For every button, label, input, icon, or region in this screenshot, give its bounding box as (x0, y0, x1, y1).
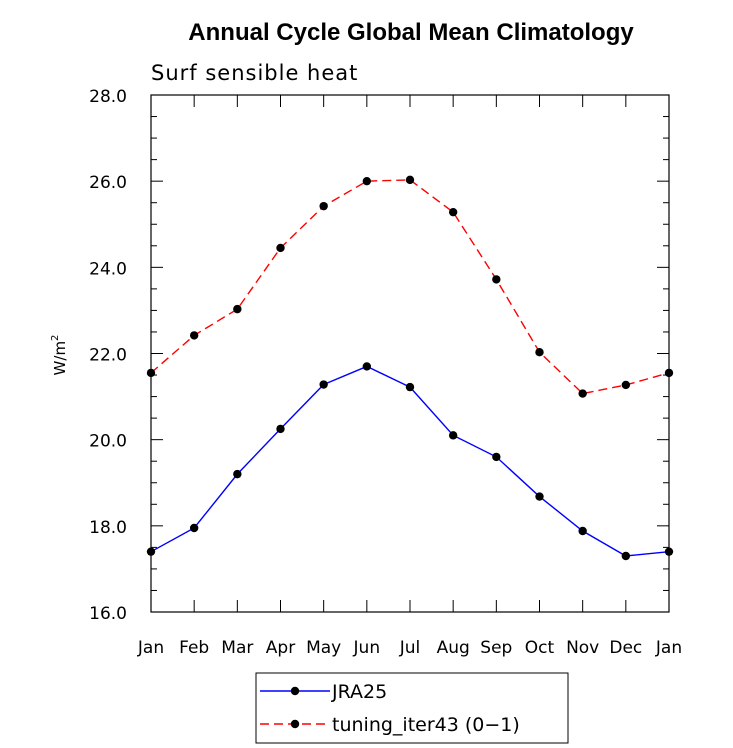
legend-label: tuning_iter43 (0−1) (332, 714, 520, 736)
data-point (319, 380, 328, 389)
data-point (405, 382, 415, 392)
data-point (146, 547, 156, 556)
data-point (276, 424, 285, 434)
y-tick-label: 20.0 (89, 432, 127, 452)
y-tick-label: 16.0 (89, 604, 127, 624)
data-point (405, 175, 415, 185)
x-tick-label: Jun (353, 638, 381, 658)
series-0 (146, 362, 674, 561)
plot-border (150, 94, 670, 613)
x-axis: Jan Feb Mar Apr May Jun Jul Aug Sep Oct Nov Dec Jan (137, 95, 682, 658)
x-tick-label: Sep (480, 638, 512, 658)
data-point (448, 431, 458, 440)
data-point (492, 275, 501, 284)
legend-marker (290, 686, 300, 696)
data-point (233, 304, 242, 314)
series-layer (146, 175, 674, 561)
x-tick-label: Jan (655, 638, 682, 658)
data-point (578, 389, 587, 398)
y-axis: 16.0 18.0 20.0 22.0 24.0 26.0 28.0 (89, 87, 669, 624)
legend-label: JRA25 (331, 681, 387, 703)
y-tick-label: 28.0 (89, 87, 127, 107)
plot-frame (150, 94, 670, 613)
x-tick-label: Apr (266, 638, 295, 658)
data-point (362, 176, 372, 186)
y-tick-label: 24.0 (89, 259, 127, 279)
data-point (233, 469, 242, 479)
x-tick-label: Jan (137, 638, 164, 658)
data-point (621, 551, 631, 561)
series-line (150, 365, 670, 557)
chart-subtitle: Surf sensible heat (151, 61, 358, 85)
x-tick-label: Feb (179, 638, 209, 658)
data-point (189, 523, 199, 533)
data-point (146, 368, 156, 378)
data-point (664, 547, 674, 556)
y-tick-label: 18.0 (89, 518, 127, 538)
data-point (535, 348, 544, 357)
legend: JRA25 tuning_iter43 (0−1) (255, 672, 569, 744)
y-tick-label: 22.0 (89, 346, 127, 366)
x-tick-label: Nov (566, 638, 599, 658)
data-point (448, 207, 458, 217)
data-point (621, 380, 631, 390)
data-point (319, 201, 328, 211)
data-point (189, 331, 199, 340)
x-tick-label: Dec (609, 638, 642, 658)
data-point (492, 452, 501, 462)
data-point (362, 362, 372, 371)
data-point (578, 526, 587, 536)
y-tick-label: 26.0 (89, 173, 127, 193)
y-axis-label: W/m2 (50, 335, 69, 376)
chart-title: Annual Cycle Global Mean Climatology (188, 19, 634, 46)
legend-marker (290, 719, 300, 729)
x-tick-label: Aug (437, 638, 470, 658)
data-point (535, 492, 544, 501)
legend-box (255, 672, 569, 744)
x-tick-label: Mar (221, 638, 253, 658)
data-point (664, 368, 674, 378)
x-tick-label: Oct (525, 638, 555, 658)
data-point (276, 243, 285, 253)
x-tick-label: May (306, 638, 341, 658)
series-line (150, 179, 670, 395)
series-1 (146, 175, 674, 398)
x-tick-label: Jul (399, 638, 421, 658)
